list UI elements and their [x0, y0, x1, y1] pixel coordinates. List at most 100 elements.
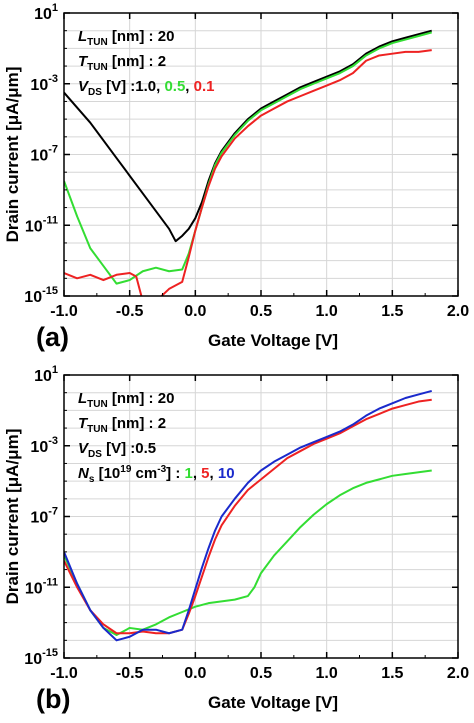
chart-panel-a: -1.0 -0.5 0.0 0.5 1.0 1.5 2.010110-310-710-111…: [3, 2, 469, 352]
anno-subscript: TUN: [87, 62, 108, 73]
x-tick-label: -0.5: [116, 665, 144, 682]
series-line-2: [64, 31, 432, 285]
anno-text: cm: [131, 465, 157, 482]
y-tick-label: 10-15: [24, 647, 58, 668]
y-tick-label: 10-3: [30, 435, 58, 456]
x-axis-title: Gate Voltage [V]: [208, 331, 338, 350]
anno-text: ] :: [166, 465, 184, 482]
x-tick-label: 1.0: [316, 303, 338, 320]
x-tick-label: -1.0: [50, 665, 78, 682]
tick-base: 10: [30, 148, 48, 165]
x-tick-label: 1.0: [316, 665, 338, 682]
y-tick-label: 10-11: [25, 214, 58, 235]
anno-symbol: V: [78, 78, 90, 95]
anno-series-value: 5: [201, 465, 209, 482]
y-axis-title: Drain current [μA/μm]: [3, 67, 22, 243]
chart-panel-b: -1.0 -0.5 0.0 0.5 1.0 1.5 2.010110-310-710-111…: [3, 364, 469, 714]
anno-subscript: TUN: [87, 399, 108, 410]
x-tick-label: 2.0: [447, 665, 469, 682]
tick-exponent: 1: [52, 2, 58, 14]
x-tick-label: -1.0: [50, 303, 78, 320]
x-tick-label: 2.0: [447, 303, 469, 320]
x-tick-label: 0.0: [184, 303, 206, 320]
anno-symbol: T: [78, 53, 89, 70]
anno-superscript: -3: [157, 464, 166, 475]
annotation-line: TTUN [nm] : 2: [78, 53, 166, 73]
tick-exponent: -7: [48, 144, 58, 156]
panel-label: (a): [36, 322, 69, 352]
anno-symbol: V: [78, 440, 90, 457]
tick-base: 10: [30, 77, 48, 94]
series-line-1: [64, 469, 432, 637]
anno-text: [10: [94, 465, 120, 482]
y-tick-label: 10-7: [30, 144, 58, 165]
anno-subscript: TUN: [87, 424, 108, 435]
x-tick-label: 0.0: [184, 665, 206, 682]
y-tick-label: 10-7: [30, 506, 58, 527]
x-tick-label: 0.5: [250, 303, 272, 320]
tick-exponent: -7: [48, 506, 58, 518]
anno-text: [V] :0.5: [102, 440, 156, 457]
annotation-line: VDS [V] :0.5: [78, 440, 156, 460]
anno-series-value: 0.1: [194, 78, 215, 95]
anno-text: [nm] : 20: [108, 390, 175, 407]
anno-symbol: T: [78, 415, 89, 432]
anno-separator: ,: [193, 465, 201, 482]
annotation-line: TTUN [nm] : 2: [78, 415, 166, 435]
anno-separator: ,: [210, 465, 218, 482]
panel-label: (b): [36, 684, 70, 714]
y-axis-title: Drain current [μA/μm]: [3, 429, 22, 605]
y-tick-label: 10-15: [24, 285, 58, 306]
series-line-2: [64, 398, 432, 635]
series-group: [64, 29, 432, 296]
series-line-3: [64, 49, 432, 296]
anno-subscript: DS: [88, 449, 102, 460]
tick-base: 10: [30, 439, 48, 456]
x-tick-label: 1.5: [381, 303, 403, 320]
anno-superscript: 19: [120, 464, 132, 475]
tick-base: 10: [25, 580, 43, 597]
anno-separator: ,: [185, 78, 193, 95]
tick-base: 10: [25, 218, 43, 235]
tick-base: 10: [24, 651, 42, 668]
anno-text: [nm] : 2: [108, 53, 166, 70]
y-tick-label: 10-11: [25, 576, 58, 597]
anno-subscript: DS: [88, 87, 102, 98]
tick-exponent: -3: [48, 435, 58, 447]
tick-exponent: 1: [52, 364, 58, 376]
anno-symbol: L: [78, 28, 87, 45]
y-tick-label: 10-3: [30, 73, 58, 94]
series-line-1: [64, 29, 432, 243]
x-tick-label: 1.5: [381, 665, 403, 682]
tick-exponent: -15: [42, 285, 58, 297]
y-tick-label: 101: [34, 364, 58, 385]
annotation-line: LTUN [nm] : 20: [78, 28, 174, 48]
annotation-line: Ns [1019 cm-3] : 1, 5, 10: [78, 464, 235, 485]
tick-base: 10: [30, 510, 48, 527]
anno-subscript: s: [89, 474, 95, 485]
series-group: [64, 389, 432, 642]
x-axis-title: Gate Voltage [V]: [208, 693, 338, 712]
tick-base: 10: [34, 368, 52, 385]
anno-text: [nm] : 2: [108, 415, 166, 432]
tick-exponent: -15: [42, 647, 58, 659]
anno-subscript: TUN: [87, 37, 108, 48]
annotation-line: LTUN [nm] : 20: [78, 390, 174, 410]
x-tick-label: 0.5: [250, 665, 272, 682]
tick-exponent: -11: [43, 214, 58, 226]
x-tick-label: -0.5: [116, 303, 144, 320]
anno-text: [V] :1.0,: [102, 78, 165, 95]
y-tick-label: 101: [34, 2, 58, 23]
anno-series-value: 1: [184, 465, 192, 482]
tick-base: 10: [34, 6, 52, 23]
anno-symbol: N: [78, 465, 90, 482]
annotation-line: VDS [V] :1.0, 0.5, 0.1: [78, 78, 215, 98]
anno-series-value: 0.5: [164, 78, 185, 95]
series-line-3: [64, 389, 432, 642]
anno-text: [nm] : 20: [108, 28, 175, 45]
tick-exponent: -11: [43, 576, 58, 588]
tick-base: 10: [24, 289, 42, 306]
anno-series-value: 10: [218, 465, 235, 482]
anno-symbol: L: [78, 390, 87, 407]
